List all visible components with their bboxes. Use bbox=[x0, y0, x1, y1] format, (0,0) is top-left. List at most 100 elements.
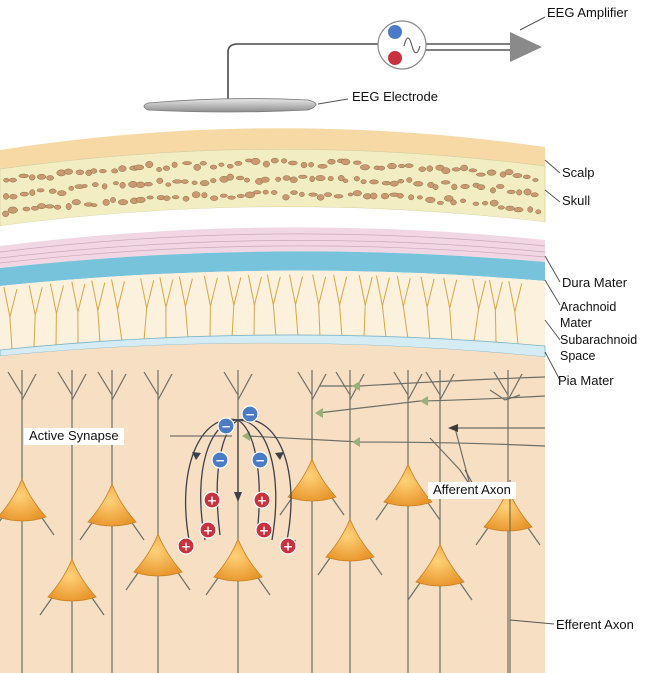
skull-pebble bbox=[7, 206, 18, 214]
skull-pebble bbox=[3, 177, 10, 183]
skull-pebble bbox=[535, 209, 542, 215]
skull-pebble bbox=[219, 193, 228, 198]
skull-pebble bbox=[298, 174, 308, 179]
skull-pebble bbox=[199, 161, 207, 166]
skull-pebble bbox=[282, 194, 290, 201]
skull-pebble bbox=[234, 161, 243, 166]
label-active-synapse: Active Synapse bbox=[24, 428, 124, 445]
skull-pebble bbox=[426, 165, 434, 172]
skull-pebble bbox=[156, 167, 162, 172]
skull-pebble bbox=[308, 162, 314, 168]
subarachnoid-fiber bbox=[91, 280, 106, 343]
skull-pebble bbox=[472, 201, 480, 206]
subarachnoid-fiber bbox=[28, 285, 43, 348]
skull-pebble bbox=[37, 203, 47, 209]
skull-pebble bbox=[460, 184, 470, 189]
skull-pebble bbox=[36, 173, 47, 180]
skull-pebble bbox=[271, 190, 278, 195]
skull-pebble bbox=[497, 205, 505, 210]
amplifier-arrow bbox=[510, 32, 542, 62]
pyramidal-neuron bbox=[39, 370, 105, 673]
dura-fibers bbox=[0, 233, 546, 264]
skull-pebble bbox=[523, 188, 532, 196]
pyramidal-neuron bbox=[475, 370, 541, 673]
negative-ion: − bbox=[217, 417, 235, 435]
skull-pebble bbox=[8, 177, 17, 183]
skull-pebble bbox=[9, 194, 18, 200]
skull-pebble bbox=[210, 195, 219, 201]
skull-pebble bbox=[133, 164, 145, 171]
ions: −−− −+ ++ ++ + bbox=[177, 405, 297, 555]
svg-text:+: + bbox=[207, 494, 217, 508]
skull-pebble bbox=[65, 203, 72, 210]
skull-pebble bbox=[57, 190, 67, 197]
skull-pebble bbox=[527, 206, 534, 213]
skull-pebble bbox=[353, 176, 360, 182]
subarachnoid-fiber bbox=[472, 278, 487, 342]
skull-pebble bbox=[299, 191, 305, 197]
skull-pebble bbox=[262, 160, 270, 168]
skull-pebble bbox=[481, 201, 489, 206]
label-subarachnoid: Subarachnoid bbox=[560, 333, 638, 347]
skull-pebble bbox=[308, 192, 318, 197]
skull-pebble bbox=[146, 195, 154, 200]
skull-pebble bbox=[45, 204, 55, 209]
amplifier-output-line bbox=[426, 43, 515, 51]
skull-pebble bbox=[171, 161, 178, 168]
skull-pebble bbox=[236, 194, 245, 198]
label-arachnoid: Arachnoid bbox=[560, 300, 617, 314]
eeg-electrode[interactable] bbox=[143, 98, 317, 113]
skull-pebble bbox=[512, 173, 523, 178]
label-skull: Skull bbox=[562, 193, 591, 208]
pyramidal-neurons bbox=[0, 370, 541, 673]
negative-ion: − bbox=[251, 451, 269, 469]
skull-pebble bbox=[506, 189, 516, 194]
electrode-wire bbox=[227, 43, 378, 104]
skull-pebble bbox=[340, 158, 351, 166]
svg-text:−: − bbox=[255, 454, 265, 468]
skull-pebble bbox=[443, 195, 454, 202]
positive-ion: + bbox=[279, 537, 297, 555]
skull-pebble bbox=[218, 162, 225, 167]
skull-pebble bbox=[171, 195, 180, 200]
negative-ion: − bbox=[211, 451, 229, 469]
skull-pebble bbox=[476, 172, 486, 177]
skull-pebble bbox=[110, 197, 116, 203]
skull-pebble bbox=[101, 183, 108, 190]
eeg-amplifier[interactable] bbox=[377, 20, 427, 70]
skull-pebble bbox=[451, 167, 461, 172]
skull-pebble bbox=[369, 179, 379, 185]
skull-pebble bbox=[117, 199, 129, 206]
skull-pebble bbox=[162, 165, 171, 171]
skull-pebble bbox=[99, 169, 107, 174]
subarachnoid-fiber bbox=[289, 274, 303, 337]
subarachnoid-fiber bbox=[266, 274, 281, 338]
skull-pebble bbox=[530, 192, 539, 198]
skull-pebble bbox=[71, 199, 81, 206]
subarachnoid-fiber bbox=[420, 276, 435, 340]
subarachnoid-fiber bbox=[375, 275, 390, 339]
subarachnoid-fiber bbox=[358, 275, 373, 338]
subarachnoid-fiber bbox=[396, 276, 411, 339]
skull-pebble bbox=[516, 189, 523, 196]
positive-ion: + bbox=[255, 521, 273, 539]
skull-pebble bbox=[252, 190, 262, 195]
svg-text:+: + bbox=[181, 540, 191, 554]
svg-text:−: − bbox=[221, 420, 231, 434]
skull-pebble bbox=[300, 161, 308, 169]
label-dura-mater: Dura Mater bbox=[562, 275, 628, 290]
skull-pebble bbox=[36, 188, 45, 193]
skull-pebble bbox=[275, 176, 282, 182]
label-scalp: Scalp bbox=[562, 165, 595, 180]
skull-pebble bbox=[75, 169, 85, 175]
skull-pebble bbox=[337, 175, 345, 182]
skull-pebble bbox=[81, 184, 88, 188]
skull-pebble bbox=[48, 188, 57, 194]
skull-pebble bbox=[91, 182, 99, 187]
skull-pebble bbox=[441, 167, 451, 175]
label-eeg-electrode: EEG Electrode bbox=[352, 89, 438, 104]
skull-pebble bbox=[250, 157, 261, 165]
skull-pebble bbox=[22, 206, 31, 212]
skull-pebble bbox=[290, 190, 298, 195]
